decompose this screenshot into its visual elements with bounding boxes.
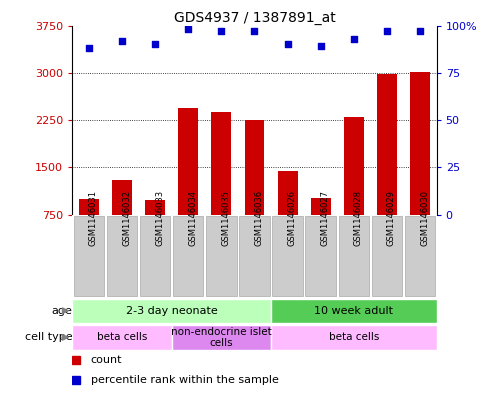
Text: percentile rank within the sample: percentile rank within the sample [90,375,278,385]
Point [151,41,159,48]
Text: beta cells: beta cells [97,332,147,342]
Bar [145,200,165,215]
FancyBboxPatch shape [206,217,237,296]
FancyBboxPatch shape [405,217,435,296]
Text: 10 week adult: 10 week adult [314,306,393,316]
FancyBboxPatch shape [140,217,170,296]
Point [184,26,192,33]
FancyBboxPatch shape [107,217,137,296]
Point [85,45,93,51]
Bar [245,120,264,215]
FancyBboxPatch shape [271,299,437,323]
Text: GSM1146027: GSM1146027 [321,190,330,246]
Text: GSM1146029: GSM1146029 [387,190,396,246]
Point [317,43,325,50]
Point [383,28,391,34]
Bar [410,72,430,215]
FancyBboxPatch shape [74,217,104,296]
Text: GSM1146034: GSM1146034 [188,190,197,246]
Point [118,38,126,44]
Bar [311,198,331,215]
Bar [112,180,132,215]
FancyBboxPatch shape [72,325,172,350]
Point [350,36,358,42]
FancyBboxPatch shape [172,325,271,350]
Text: GSM1146028: GSM1146028 [354,190,363,246]
Text: cell type: cell type [25,332,72,342]
Bar [178,108,198,215]
FancyBboxPatch shape [272,217,303,296]
Point [416,28,424,34]
FancyBboxPatch shape [372,217,402,296]
FancyBboxPatch shape [173,217,204,296]
Text: 2-3 day neonate: 2-3 day neonate [126,306,218,316]
Text: GSM1146032: GSM1146032 [122,190,131,246]
Text: GSM1146031: GSM1146031 [89,190,98,246]
Text: beta cells: beta cells [329,332,379,342]
Text: GSM1146033: GSM1146033 [155,190,164,246]
Text: GSM1146030: GSM1146030 [420,190,429,246]
Point [250,28,258,34]
Bar [79,199,99,215]
Bar [277,171,297,215]
Text: GSM1146036: GSM1146036 [254,190,263,246]
Bar [212,112,232,215]
Title: GDS4937 / 1387891_at: GDS4937 / 1387891_at [174,11,335,24]
Text: GSM1146026: GSM1146026 [287,190,296,246]
Text: GSM1146035: GSM1146035 [222,190,231,246]
Bar [344,117,364,215]
Point [283,41,291,48]
FancyBboxPatch shape [271,325,437,350]
Text: age: age [51,306,72,316]
Text: non-endocrine islet
cells: non-endocrine islet cells [171,327,272,348]
FancyBboxPatch shape [339,217,369,296]
FancyBboxPatch shape [239,217,270,296]
FancyBboxPatch shape [72,299,271,323]
Point [218,28,226,34]
FancyBboxPatch shape [305,217,336,296]
Bar [377,74,397,215]
Text: count: count [90,355,122,365]
